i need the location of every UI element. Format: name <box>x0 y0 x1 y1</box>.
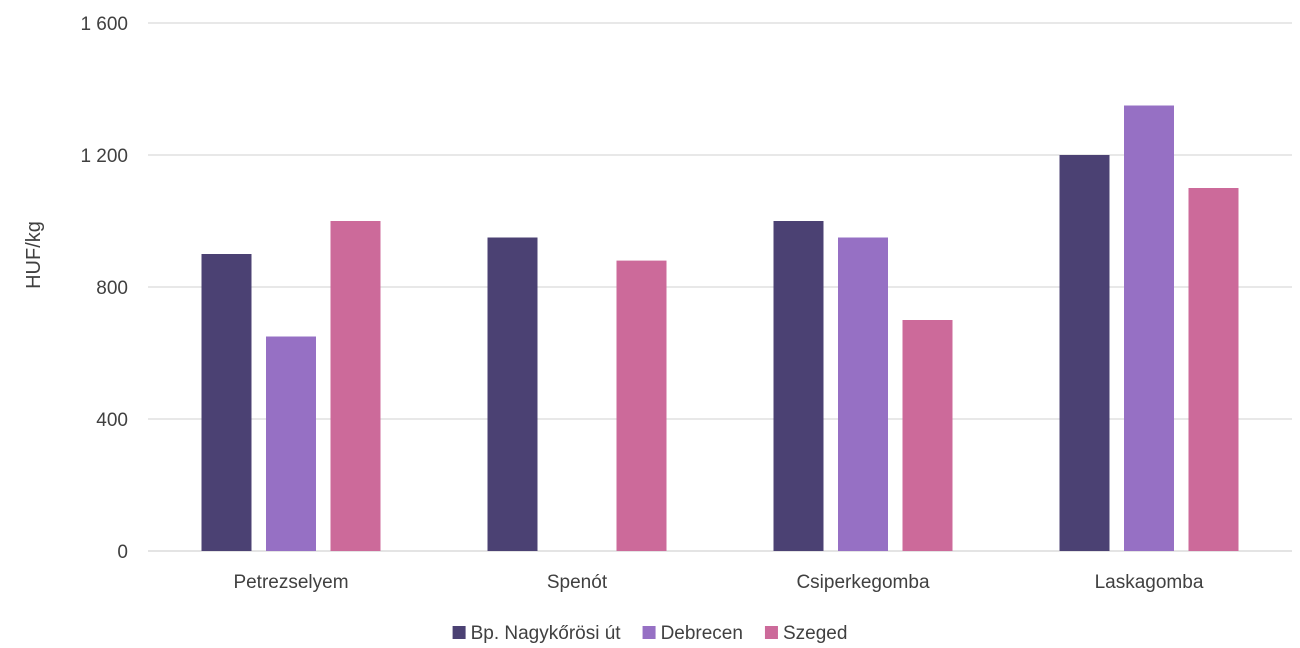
bars <box>201 105 1239 551</box>
bar-spenót-2 <box>616 260 667 551</box>
legend-label: Debrecen <box>661 623 743 644</box>
legend-swatch <box>642 626 656 639</box>
legend-label: Bp. Nagykőrösi út <box>471 623 622 644</box>
legend-swatch <box>452 626 466 639</box>
bar-petrezselyem-1 <box>266 336 316 551</box>
bar-petrezselyem-0 <box>201 254 252 551</box>
bar-spenót-0 <box>487 237 538 551</box>
bar-csiperkegomba-2 <box>902 320 953 551</box>
bar-laskagomba-1 <box>1124 105 1174 551</box>
legend: Bp. Nagykőrösi út Debrecen Szeged <box>452 623 847 644</box>
y-tick-label: 0 <box>117 542 128 563</box>
bar-laskagomba-2 <box>1188 188 1239 551</box>
legend-swatch <box>764 626 778 639</box>
y-tick-label: 400 <box>96 410 128 431</box>
bar-csiperkegomba-0 <box>773 221 824 551</box>
x-category-label: Petrezselyem <box>233 572 348 593</box>
gridlines <box>148 22 1292 552</box>
x-category-label: Laskagomba <box>1095 572 1204 593</box>
bar-petrezselyem-2 <box>330 221 381 551</box>
y-tick-label: 1 200 <box>80 146 128 167</box>
bar-laskagomba-0 <box>1059 155 1110 551</box>
x-category-label: Spenót <box>547 572 608 593</box>
y-tick-label: 800 <box>96 278 128 299</box>
x-category-label: Csiperkegomba <box>796 572 929 593</box>
y-axis-ticks: 0 400 800 1 200 1 600 <box>80 14 128 563</box>
y-axis-title: HUF/kg <box>23 221 45 289</box>
legend-label: Szeged <box>783 623 847 644</box>
x-axis-categories: Petrezselyem Spenót Csiperkegomba Laskagomb… <box>233 572 1203 593</box>
bar-csiperkegomba-1 <box>838 237 888 551</box>
y-tick-label: 1 600 <box>80 14 128 35</box>
